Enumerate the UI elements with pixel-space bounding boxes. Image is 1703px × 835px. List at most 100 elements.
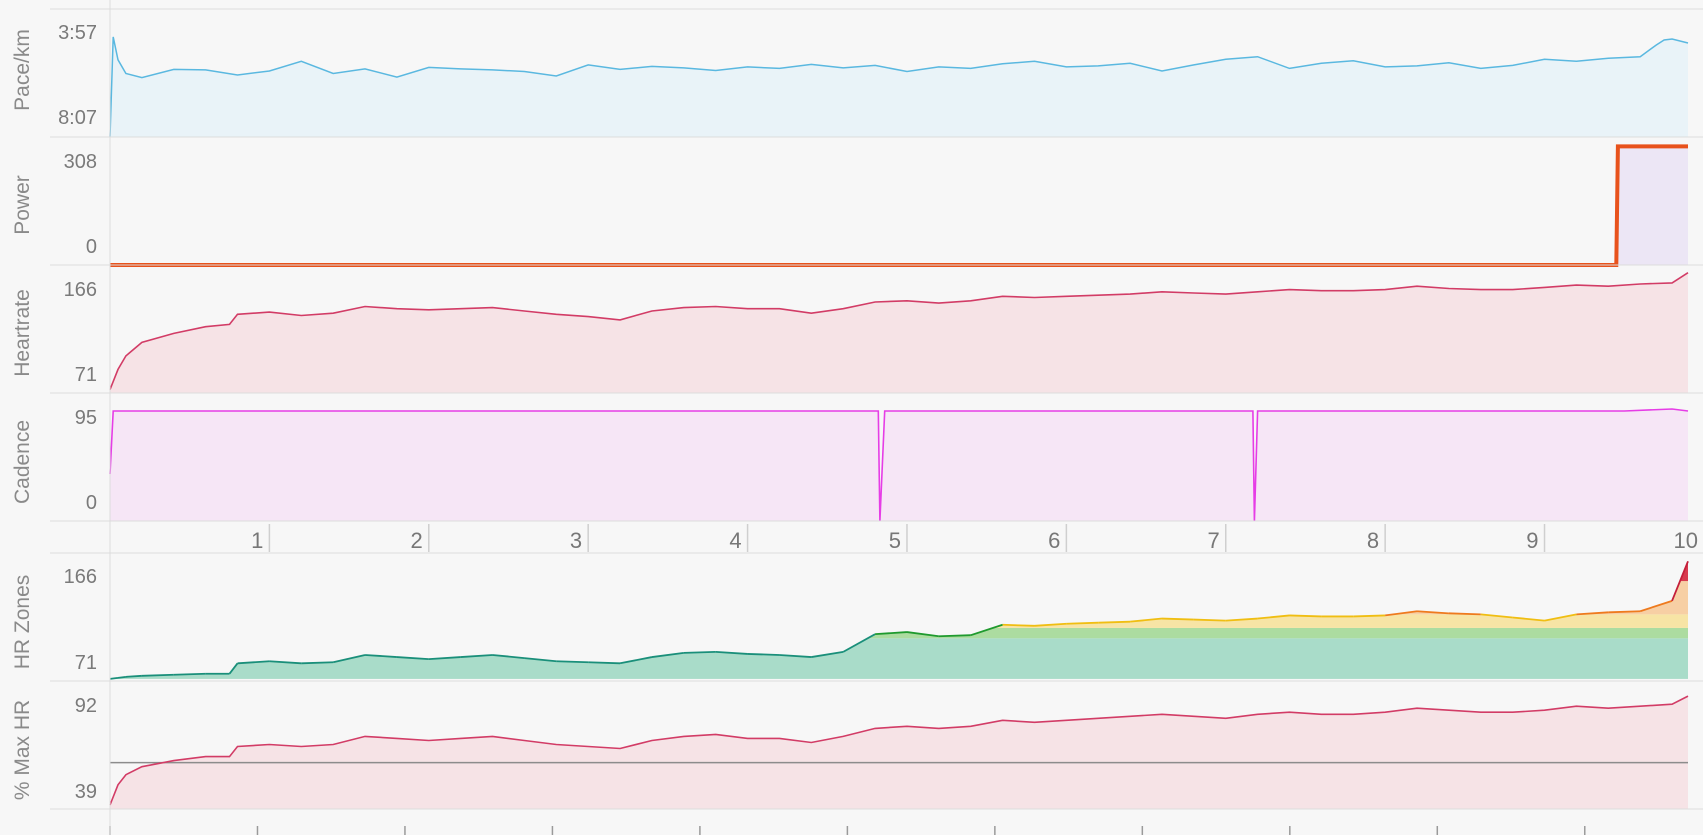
hr-zone-segment: [1034, 622, 1067, 627]
hr-zone-segment: [1098, 620, 1131, 624]
pace-tick-bottom: 8:07: [58, 107, 97, 129]
hr-zone-segment: [906, 631, 939, 638]
hr-zone-segment: [364, 654, 397, 658]
hr-zone-segment: [1066, 621, 1099, 625]
hr-zone-segment: [1671, 560, 1689, 602]
distance-tick-label: 7: [1208, 528, 1220, 553]
max-hr-area: [110, 696, 1688, 809]
pace-area: [110, 36, 1688, 137]
cadence-panel: Cadence 95 0: [11, 407, 1689, 522]
hr-zone-segment: [228, 662, 239, 675]
hr-zone-segment: [747, 653, 780, 656]
hr-zone-lines: [109, 560, 1689, 680]
distance-axis: 1 2 3 4 5 6 7 8 9 10: [251, 524, 1698, 553]
hr-zone-segment: [619, 656, 653, 665]
max-hr-axis-label: % Max HR: [11, 700, 34, 800]
distance-tick-label: 10: [1673, 528, 1697, 553]
hr-zone-segment: [524, 657, 557, 663]
power-tick-top: 308: [64, 151, 97, 173]
hr-zone-segment: [301, 661, 334, 665]
heartrate-tick-top: 166: [64, 279, 97, 301]
hr-zone-segment: [556, 660, 589, 664]
hr-zone-band: [110, 561, 1688, 582]
hr-zone-segment: [269, 660, 302, 665]
cadence-tick-bottom: 0: [86, 492, 97, 514]
distance-tick-label: 6: [1048, 528, 1060, 553]
distance-tick-label: 8: [1367, 528, 1379, 553]
distance-tick-label: 1: [251, 528, 263, 553]
hr-zones-panel: HR Zones 166 71: [11, 560, 1689, 680]
power-area: [1617, 146, 1688, 265]
max-hr-panel: % Max HR 92 39: [11, 695, 1689, 809]
distance-tick-label: 4: [729, 528, 741, 553]
hr-zone-segment: [715, 650, 748, 655]
hr-zone-segment: [779, 654, 812, 658]
power-line: [110, 144, 1688, 267]
pace-panel: Pace/km 3:57 8:07: [11, 22, 1689, 138]
hr-zones-tick-bottom: 71: [75, 652, 97, 674]
hr-zone-segment: [173, 672, 206, 676]
hr-zone-segment: [811, 650, 844, 658]
cadence-tick-top: 95: [75, 407, 97, 429]
hr-zone-band: [110, 581, 1688, 615]
hr-zone-segment: [1608, 610, 1641, 614]
heartrate-tick-bottom: 71: [75, 364, 97, 386]
hr-zone-segment: [332, 654, 366, 664]
hr-zone-segment: [141, 673, 174, 677]
cadence-line: [109, 408, 1689, 522]
distance-tick-label: 3: [570, 528, 582, 553]
hr-zone-segment: [1512, 616, 1545, 622]
hr-zone-segment: [1193, 618, 1226, 622]
hr-zone-segment: [428, 656, 461, 661]
power-tick-bottom: 0: [86, 236, 97, 258]
pace-line: [109, 36, 1689, 138]
hr-zone-segment: [1448, 612, 1481, 616]
heartrate-axis-label: Heartrate: [11, 289, 34, 377]
hr-zone-segment: [1353, 614, 1386, 618]
heartrate-panel: Heartrate 166 71: [11, 272, 1689, 393]
hr-zone-segment: [460, 654, 493, 658]
hr-zone-segment: [1385, 610, 1418, 617]
distance-tick-label: 5: [889, 528, 901, 553]
max-hr-line: [109, 695, 1689, 806]
panel-dividers: [50, 0, 1703, 835]
heartrate-area: [110, 272, 1688, 393]
hr-zone-segment: [125, 674, 142, 678]
max-hr-tick-bottom: 39: [75, 781, 97, 803]
hr-zone-segment: [970, 623, 1003, 637]
hr-zone-segment: [1161, 617, 1194, 621]
hr-zone-bands: [110, 561, 1688, 679]
pace-axis-label: Pace/km: [11, 29, 34, 111]
hr-zone-segment: [117, 675, 127, 679]
distance-tick-label: 2: [411, 528, 423, 553]
hr-zone-segment: [875, 631, 908, 636]
hr-zone-segment: [651, 652, 684, 658]
max-hr-tick-top: 92: [75, 695, 97, 717]
hr-zone-segment: [1639, 599, 1673, 613]
hr-zone-segment: [1576, 611, 1609, 616]
hr-zones-tick-top: 166: [64, 566, 97, 588]
hr-zone-segment: [492, 654, 525, 659]
hr-zone-segment: [588, 661, 621, 665]
hr-zone-segment: [1289, 614, 1322, 618]
hr-zone-segment: [842, 633, 876, 653]
hr-zone-segment: [1480, 613, 1513, 619]
hr-zone-segment: [683, 650, 716, 654]
hr-zone-band: [110, 614, 1688, 628]
hr-zones-axis-label: HR Zones: [11, 575, 34, 670]
hr-zone-segment: [1002, 623, 1035, 627]
power-axis-label: Power: [11, 175, 34, 235]
hr-zone-segment: [396, 656, 429, 661]
hr-zone-segment: [1257, 614, 1290, 620]
power-panel: Power 308 0: [11, 144, 1688, 267]
hr-zone-segment: [1130, 617, 1163, 623]
hr-zone-segment: [938, 634, 971, 638]
hr-zone-segment: [237, 660, 270, 665]
cadence-axis-label: Cadence: [11, 420, 34, 504]
distance-tick-label: 9: [1526, 528, 1538, 553]
heartrate-line: [109, 272, 1689, 390]
hr-zone-segment: [1544, 613, 1577, 622]
bottom-axis: [109, 826, 1586, 835]
hr-zone-segment: [1225, 617, 1258, 622]
